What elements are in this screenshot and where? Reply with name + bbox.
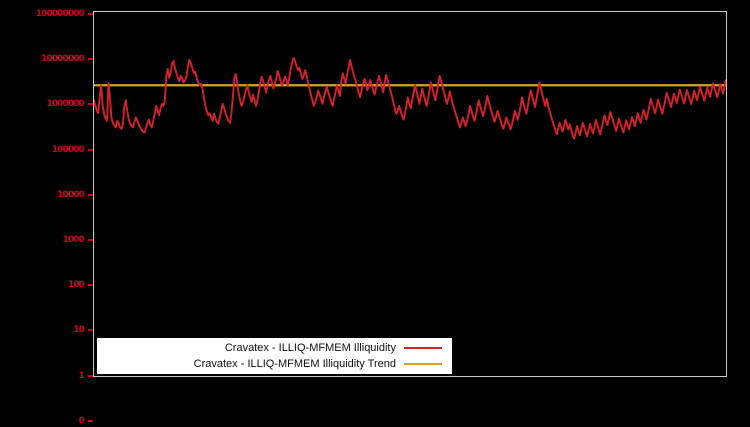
y-axis-tick-mark <box>88 58 93 61</box>
y-axis-tick-label: 10 <box>73 325 85 336</box>
series-line-illiquidity <box>94 57 726 140</box>
y-axis-tick-mark <box>88 284 93 287</box>
y-axis-tick-mark <box>88 13 93 15</box>
y-axis-tick-label: 1 <box>78 370 85 381</box>
y-axis: 100000000 10000000 1000000 100000 10000 1000 1… <box>0 0 93 426</box>
y-axis-tick-label: 100000 <box>51 144 85 155</box>
y-axis-tick-label: 10000 <box>57 189 85 200</box>
series-svg <box>94 57 726 140</box>
y-axis-tick-label: 1000 <box>62 235 85 245</box>
y-axis-tick-label: 10000000 <box>41 54 85 65</box>
y-axis-tick-mark <box>88 329 93 332</box>
legend-swatch-illiquidity <box>404 347 442 349</box>
y-axis-tick-mark <box>88 239 93 241</box>
y-axis-tick-mark <box>88 193 93 196</box>
y-axis-tick-label: 100000000 <box>35 9 85 19</box>
y-axis-tick-label: 0 <box>78 415 85 426</box>
legend-entry-illiquidity: Cravatex - ILLIQ-MFMEM Illiquidity <box>97 340 452 356</box>
y-axis-tick-mark <box>88 419 93 422</box>
legend-entry-trend: Cravatex - ILLIQ-MFMEM Illiquidity Trend <box>97 356 452 372</box>
y-axis-tick-mark <box>88 103 93 106</box>
plot-area <box>93 11 727 377</box>
y-axis-tick-mark <box>88 374 93 377</box>
legend-label-illiquidity: Cravatex - ILLIQ-MFMEM Illiquidity <box>224 342 396 354</box>
legend-swatch-trend <box>404 363 442 365</box>
y-axis-tick-label: 100 <box>67 280 85 291</box>
legend-label-trend: Cravatex - ILLIQ-MFMEM Illiquidity Trend <box>193 358 396 370</box>
y-axis-tick-mark <box>88 148 93 151</box>
chart-figure: 100000000 10000000 1000000 100000 10000 1000 1… <box>0 0 727 426</box>
y-axis-tick-label: 1000000 <box>46 99 84 110</box>
chart-legend: Cravatex - ILLIQ-MFMEM Illiquidity Crava… <box>97 338 452 374</box>
